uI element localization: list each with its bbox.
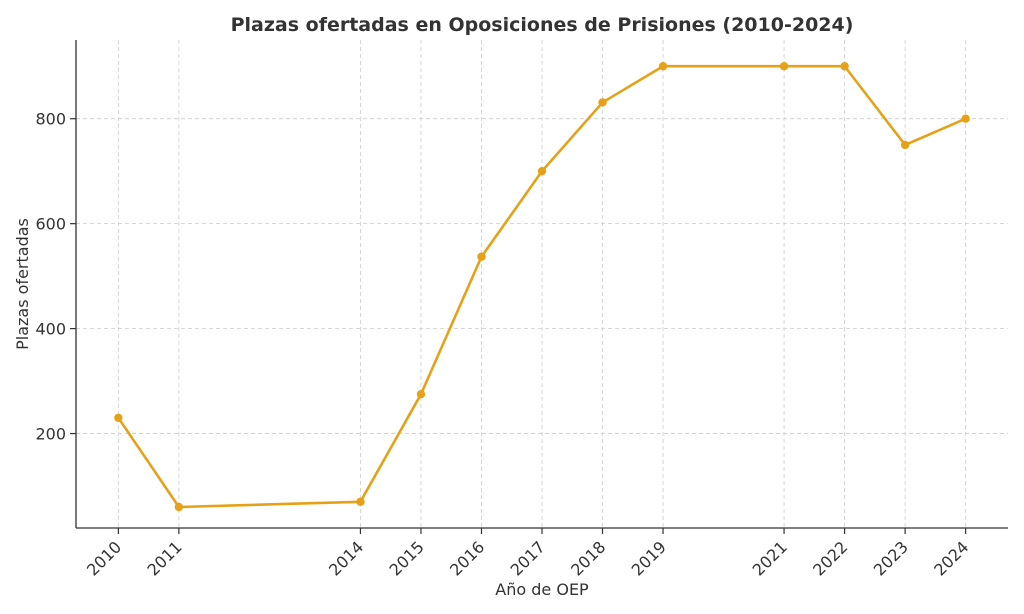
x-tick-label: 2010 xyxy=(83,537,125,579)
x-tick-label: 2022 xyxy=(809,537,851,579)
y-tick-label: 800 xyxy=(35,110,66,129)
x-axis-label: Año de OEP xyxy=(495,580,589,599)
data-point xyxy=(356,497,365,506)
x-axis-ticks: 2010 2011 2014 2015 2016 2017 2018 2019 2021 2022… xyxy=(83,528,972,580)
y-tick-label: 400 xyxy=(35,320,66,339)
data-point xyxy=(658,62,668,71)
data-point xyxy=(416,389,426,399)
data-point xyxy=(961,114,970,123)
data-point xyxy=(114,413,123,423)
x-tick-label: 2014 xyxy=(325,537,367,579)
data-point xyxy=(598,98,607,107)
y-tick-label: 600 xyxy=(35,215,66,234)
chart-title: Plazas ofertadas en Oposiciones de Prisi… xyxy=(231,14,854,36)
data-point xyxy=(174,502,184,512)
data-point xyxy=(537,166,547,176)
y-axis-ticks: 200 400 600 800 xyxy=(35,110,76,444)
data-point xyxy=(900,140,910,150)
data-point xyxy=(840,62,849,71)
x-tick-label: 2021 xyxy=(749,537,791,579)
x-tick-label: 2016 xyxy=(446,537,488,579)
data-point xyxy=(779,62,789,71)
x-tick-label: 2015 xyxy=(386,537,428,579)
x-tick-label: 2023 xyxy=(870,537,912,579)
x-tick-label: 2019 xyxy=(628,537,670,579)
y-axis-label: Plazas ofertadas xyxy=(13,218,32,350)
y-tick-label: 200 xyxy=(35,425,66,444)
x-tick-label: 2017 xyxy=(507,537,549,579)
x-tick-label: 2024 xyxy=(930,537,972,579)
data-point xyxy=(477,252,486,261)
data-points xyxy=(114,62,970,512)
x-tick-label: 2018 xyxy=(567,537,609,579)
series-line xyxy=(117,64,967,509)
x-tick-label: 2011 xyxy=(143,537,185,579)
grid xyxy=(76,40,1008,528)
